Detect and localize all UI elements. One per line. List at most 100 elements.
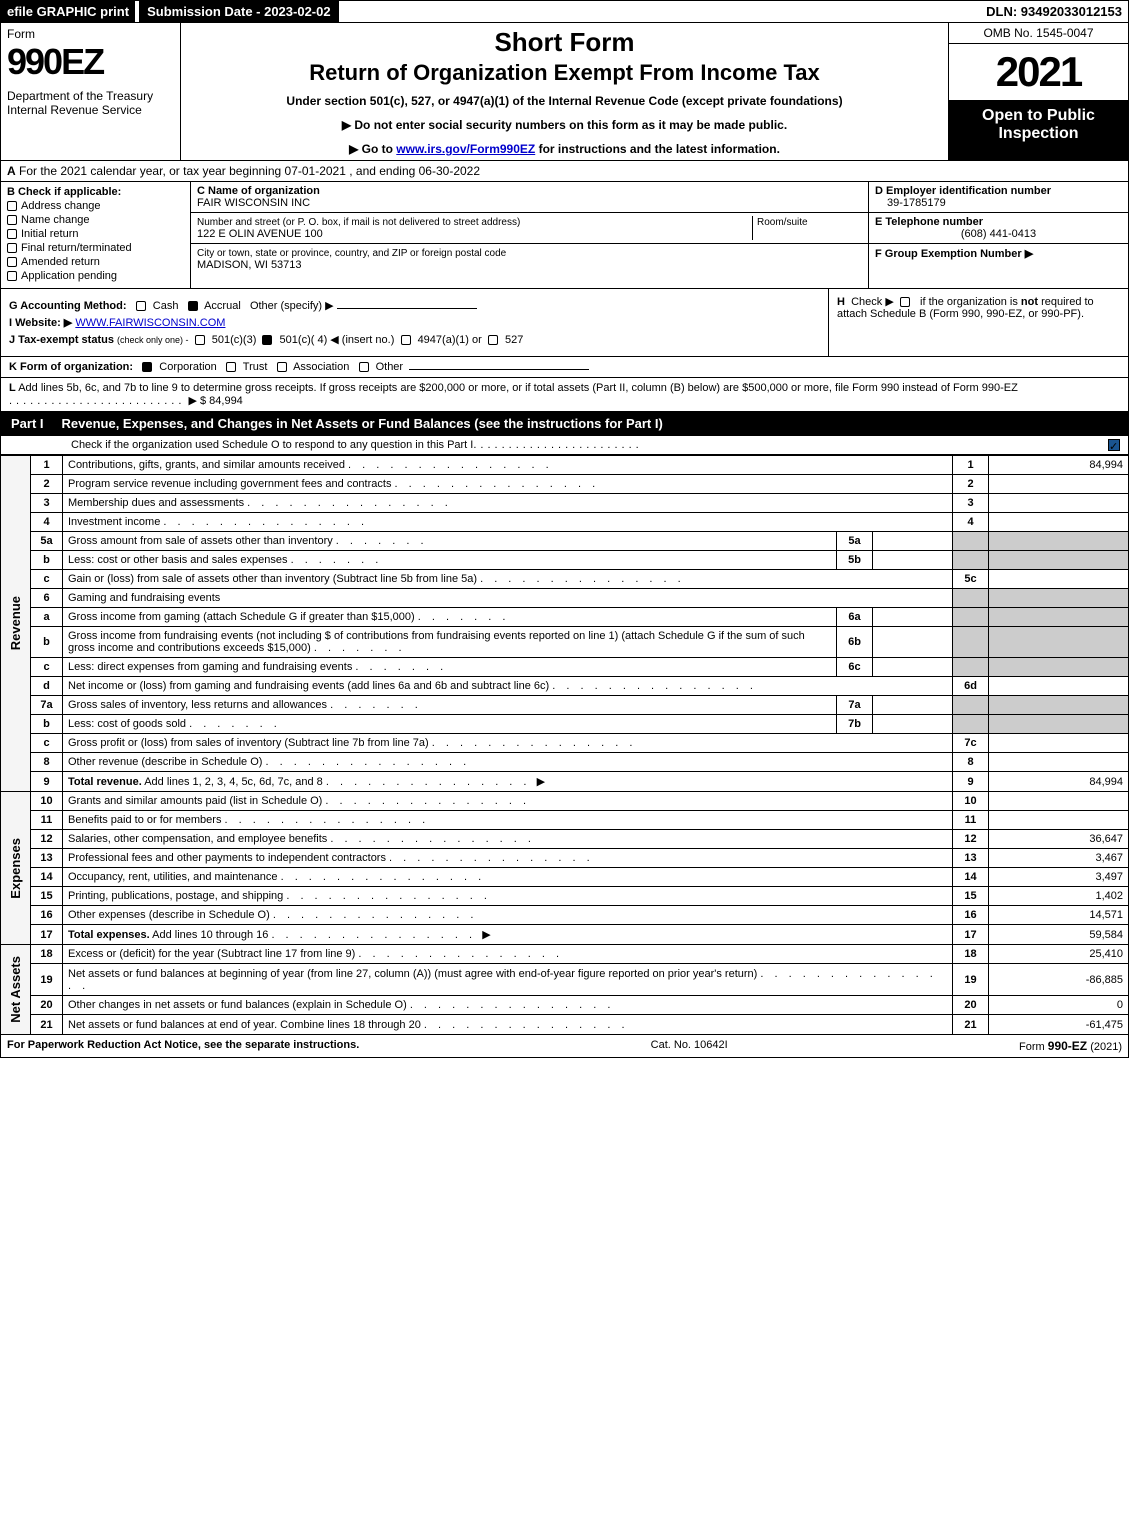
- checkbox-checked-icon[interactable]: ✓: [142, 362, 152, 372]
- title-short-form: Short Form: [189, 27, 940, 58]
- sub-amount: [873, 551, 953, 570]
- checkbox-icon[interactable]: [277, 362, 287, 372]
- line-amount: [989, 753, 1129, 772]
- sub-ref: 6c: [837, 658, 873, 677]
- line-row: 15Printing, publications, postage, and s…: [1, 887, 1129, 906]
- line-row: dNet income or (loss) from gaming and fu…: [1, 677, 1129, 696]
- line-row: 6Gaming and fundraising events: [1, 589, 1129, 608]
- h-text2: if the organization is: [920, 296, 1021, 308]
- checkbox-icon[interactable]: [195, 335, 205, 345]
- checkbox-icon[interactable]: [7, 229, 17, 239]
- note-goto: ▶ Go to www.irs.gov/Form990EZ for instru…: [189, 142, 940, 156]
- line-ref: 8: [953, 753, 989, 772]
- line-amount: [989, 570, 1129, 589]
- line-ref: 16: [953, 906, 989, 925]
- checkbox-icon[interactable]: [7, 201, 17, 211]
- phone-label: E Telephone number: [875, 216, 983, 228]
- line-desc: Printing, publications, postage, and shi…: [63, 887, 953, 906]
- line-row: 13Professional fees and other payments t…: [1, 849, 1129, 868]
- org-name: FAIR WISCONSIN INC: [197, 197, 310, 209]
- line-ref: 13: [953, 849, 989, 868]
- line-amount: [989, 513, 1129, 532]
- checkbox-icon[interactable]: [226, 362, 236, 372]
- checkbox-checked-icon[interactable]: ✓: [188, 301, 198, 311]
- line-ref: 21: [953, 1015, 989, 1034]
- phone-value: (608) 441-0413: [875, 228, 1122, 240]
- line-number: 9: [31, 772, 63, 792]
- ref-shaded: [953, 627, 989, 658]
- line-row: cLess: direct expenses from gaming and f…: [1, 658, 1129, 677]
- part1-subtitle-text: Check if the organization used Schedule …: [71, 439, 473, 451]
- line-desc: Less: cost of goods sold . . . . . . .: [63, 715, 837, 734]
- footer-center: Cat. No. 10642I: [651, 1039, 728, 1053]
- line-number: 15: [31, 887, 63, 906]
- line-number: c: [31, 570, 63, 589]
- checkbox-icon[interactable]: [359, 362, 369, 372]
- line-number: 5a: [31, 532, 63, 551]
- line-number: 14: [31, 868, 63, 887]
- line-desc: Gross income from fundraising events (no…: [63, 627, 837, 658]
- l-label: L: [9, 382, 16, 394]
- checkbox-icon[interactable]: [7, 243, 17, 253]
- sub-amount: [873, 608, 953, 627]
- line-number: 4: [31, 513, 63, 532]
- omb-number: OMB No. 1545-0047: [949, 23, 1128, 44]
- irs-link[interactable]: www.irs.gov/Form990EZ: [396, 142, 535, 156]
- line-desc: Membership dues and assessments . . . . …: [63, 494, 953, 513]
- header-center: Short Form Return of Organization Exempt…: [181, 23, 948, 160]
- line-number: 21: [31, 1015, 63, 1034]
- header-left: Form 990EZ Department of the Treasury In…: [1, 23, 181, 160]
- checkbox-icon[interactable]: [7, 257, 17, 267]
- line-ref: 18: [953, 945, 989, 964]
- line-row: 7aGross sales of inventory, less returns…: [1, 696, 1129, 715]
- line-desc: Less: cost or other basis and sales expe…: [63, 551, 837, 570]
- sub-ref: 5a: [837, 532, 873, 551]
- group-exemption-label: F Group Exemption Number ▶: [875, 248, 1033, 260]
- line-desc: Gross sales of inventory, less returns a…: [63, 696, 837, 715]
- line-number: 12: [31, 830, 63, 849]
- line-ref: 7c: [953, 734, 989, 753]
- form-header: Form 990EZ Department of the Treasury In…: [0, 23, 1129, 161]
- checkbox-icon[interactable]: [900, 297, 910, 307]
- ein-value: 39-1785179: [887, 197, 946, 209]
- sub-ref: 7a: [837, 696, 873, 715]
- checkbox-icon[interactable]: [7, 215, 17, 225]
- checkbox-icon[interactable]: [136, 301, 146, 311]
- l-amount: $ 84,994: [200, 395, 243, 407]
- section-i: I Website: ▶ WWW.FAIRWISCONSIN.COM: [9, 316, 820, 329]
- line-row: 4Investment income . . . . . . . . . . .…: [1, 513, 1129, 532]
- footer-right-pre: Form: [1019, 1041, 1048, 1053]
- lower-info: G Accounting Method: Cash ✓ Accrual Othe…: [0, 289, 1129, 357]
- line-ref: 10: [953, 792, 989, 811]
- top-bar: efile GRAPHIC print Submission Date - 20…: [0, 0, 1129, 23]
- info-right: D Employer identification number 39-1785…: [868, 182, 1128, 288]
- line-row: Net Assets18Excess or (deficit) for the …: [1, 945, 1129, 964]
- line-row: 12Salaries, other compensation, and empl…: [1, 830, 1129, 849]
- line-desc: Excess or (deficit) for the year (Subtra…: [63, 945, 953, 964]
- side-label: Net Assets: [1, 945, 31, 1035]
- line-row: bGross income from fundraising events (n…: [1, 627, 1129, 658]
- line-number: 10: [31, 792, 63, 811]
- form-number: 990EZ: [7, 41, 174, 83]
- sub-amount: [873, 532, 953, 551]
- line-desc: Gross amount from sale of assets other t…: [63, 532, 837, 551]
- checkbox-icon[interactable]: [488, 335, 498, 345]
- cb-amended-return: Amended return: [7, 256, 184, 268]
- checkbox-checked-icon[interactable]: ✓: [1108, 439, 1120, 451]
- line-desc: Program service revenue including govern…: [63, 475, 953, 494]
- note-ssn: ▶ Do not enter social security numbers o…: [189, 118, 940, 132]
- footer-left: For Paperwork Reduction Act Notice, see …: [7, 1039, 359, 1053]
- section-b-header: B Check if applicable:: [7, 186, 184, 198]
- line-desc: Contributions, gifts, grants, and simila…: [63, 456, 953, 475]
- city: MADISON, WI 53713: [197, 259, 302, 271]
- checkbox-icon[interactable]: [401, 335, 411, 345]
- sub-amount: [873, 627, 953, 658]
- line-desc: Gross profit or (loss) from sales of inv…: [63, 734, 953, 753]
- city-label: City or town, state or province, country…: [197, 248, 506, 259]
- line-ref: 20: [953, 995, 989, 1014]
- street-label: Number and street (or P. O. box, if mail…: [197, 217, 520, 228]
- website-link[interactable]: WWW.FAIRWISCONSIN.COM: [75, 317, 225, 329]
- line-desc: Gaming and fundraising events: [63, 589, 953, 608]
- checkbox-checked-icon[interactable]: ✓: [262, 335, 272, 345]
- checkbox-icon[interactable]: [7, 271, 17, 281]
